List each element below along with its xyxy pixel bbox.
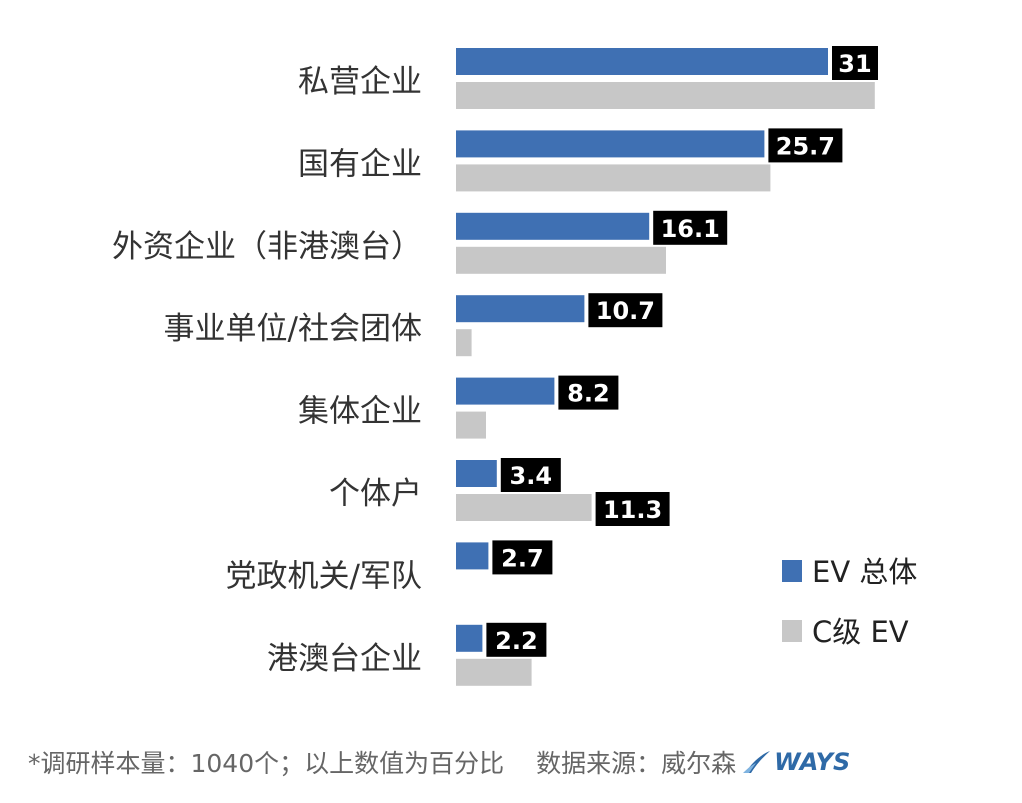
bar-ev-total <box>456 295 585 323</box>
category-label: 港澳台企业 <box>267 641 422 677</box>
legend: EV 总体 C级 EV <box>782 555 917 649</box>
category-label: 事业单位/社会团体 <box>164 311 422 347</box>
data-label: 31 <box>838 50 871 78</box>
data-label: 8.2 <box>567 380 610 408</box>
bars: 31 25.7 16.1 10.7 8.2 3.4 11.3 2.7 2.2 <box>456 46 878 686</box>
bar-c-class-ev <box>456 246 666 274</box>
legend-label-ev-total: EV 总体 <box>812 555 917 589</box>
legend-swatch-ev-total <box>782 560 802 582</box>
ways-brand-text: WAYS <box>774 748 851 776</box>
category-label: 集体企业 <box>298 394 422 430</box>
legend-label-c-class-ev: C级 EV <box>812 615 909 649</box>
data-label-box <box>653 210 728 245</box>
data-label-box <box>492 540 553 575</box>
bar-c-class-ev <box>456 164 771 192</box>
bar-c-class-ev <box>456 411 486 439</box>
bar-ev-total <box>456 377 555 405</box>
data-label: 10.7 <box>596 297 655 325</box>
data-label: 11.3 <box>603 496 662 524</box>
bar-c-class-ev <box>456 82 875 109</box>
data-label: 2.7 <box>501 544 544 572</box>
bar-ev-total <box>456 130 765 158</box>
data-label-box <box>486 622 547 657</box>
category-label: 外资企业（非港澳台） <box>112 229 422 265</box>
data-label-box <box>768 128 843 163</box>
data-label-box <box>595 492 670 526</box>
data-label: 3.4 <box>510 462 553 490</box>
bar-c-class-ev <box>456 494 592 521</box>
data-label-box <box>588 293 663 328</box>
category-label: 私营企业 <box>298 64 422 100</box>
sample-note: *调研样本量：1040个；以上数值为百分比 <box>28 749 505 778</box>
data-label-box <box>832 46 878 80</box>
bar-ev-total <box>456 48 828 75</box>
footer: *调研样本量：1040个；以上数值为百分比 数据来源：威尔森 WAYS <box>28 740 1008 784</box>
bar-c-class-ev <box>456 329 472 357</box>
bar-c-class-ev <box>456 658 532 686</box>
bar-ev-total <box>456 212 650 240</box>
bar-ev-total <box>456 624 483 652</box>
category-label: 个体户 <box>329 476 422 512</box>
category-label: 党政机关/军队 <box>226 558 422 594</box>
data-label: 16.1 <box>661 215 720 243</box>
data-label: 2.2 <box>495 627 538 655</box>
data-label-box <box>500 458 561 492</box>
bar-ev-total <box>456 542 489 570</box>
ways-logo: WAYS <box>742 748 850 776</box>
data-source: 数据来源：威尔森 <box>536 749 737 778</box>
legend-swatch-c-class-ev <box>782 620 802 642</box>
category-label: 国有企业 <box>298 146 422 182</box>
ways-swoosh-icon <box>743 751 771 773</box>
data-label-box <box>558 375 619 410</box>
data-label: 25.7 <box>776 132 835 160</box>
bar-ev-total <box>456 460 497 487</box>
